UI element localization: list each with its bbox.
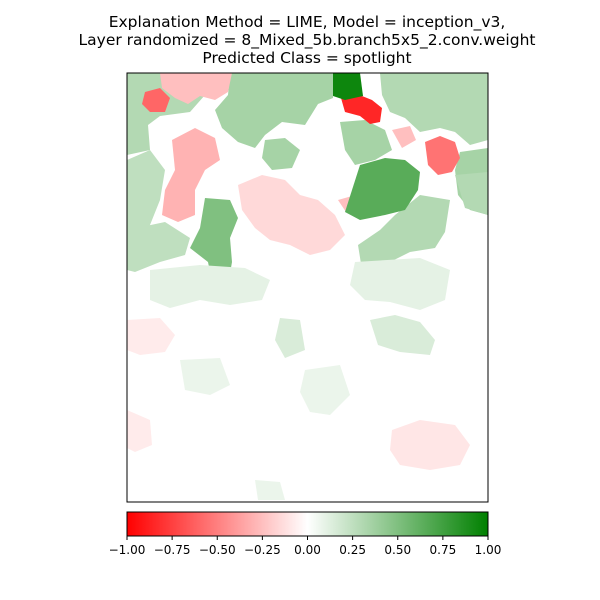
colorbar: −1.00 −0.75 −0.50 −0.25 0.00 0.25 0.50 0.75 1.00 (109, 511, 502, 557)
segment-top-center-strong-negative (341, 96, 382, 124)
colorbar-ticks: −1.00 −0.75 −0.50 −0.25 0.00 0.25 0.50 0.75 1.00 (109, 536, 502, 557)
colorbar-tick-label: 1.00 (475, 543, 502, 557)
segment-lower-left-faint-negative (127, 410, 152, 452)
segment-center-positive-small (275, 318, 305, 358)
colorbar-tick-label: −0.75 (154, 543, 191, 557)
segment-middle-faint-positive (150, 265, 270, 308)
segment-center-left-positive-column (190, 198, 238, 285)
segment-upper-mid-positive (340, 120, 392, 165)
segment-bottom-right-faint-negative (390, 420, 470, 470)
colorbar-tick-label: 0.25 (339, 543, 366, 557)
segment-bottom-center-faint-positive (255, 480, 285, 500)
segment-center-small-positive (262, 138, 300, 170)
segment-lower-faint-positive (300, 365, 350, 415)
colorbar-tick-label: −1.00 (109, 543, 146, 557)
colorbar-tick-label: −0.50 (199, 543, 236, 557)
segment-upper-right-positive (380, 73, 488, 145)
segment-center-light-negative (238, 175, 345, 255)
heatmap-plot-area (127, 73, 488, 502)
segment-middle-right-positive (358, 195, 450, 270)
chart-title-line-2: Layer randomized = 8_Mixed_5b.branch5x5_… (79, 31, 536, 50)
segment-small-negative-spot (392, 126, 416, 148)
chart-title-line-1: Explanation Method = LIME, Model = incep… (109, 13, 506, 32)
segment-lower-right-light-positive (370, 315, 435, 355)
segment-right-negative-blob (425, 136, 460, 175)
heatmap-frame (126, 72, 489, 503)
colorbar-tick-label: 0.75 (430, 543, 457, 557)
segment-center-positive-blob (345, 158, 420, 220)
segment-upper-center-positive (215, 73, 333, 148)
segment-left-edge-positive (127, 150, 165, 250)
segment-top-left-negative (142, 88, 170, 112)
colorbar-gradient (126, 511, 489, 537)
segment-top-center-strong-positive (333, 73, 363, 100)
segment-middle-faint-positive-2 (350, 258, 450, 310)
segment-left-lower-positive (127, 222, 190, 272)
colorbar-tick-label: 0.00 (294, 543, 321, 557)
colorbar-tick-label: 0.50 (384, 543, 411, 557)
segment-lower-left-faint-negative-2 (127, 318, 175, 355)
segment-left-negative-region (162, 128, 220, 222)
colorbar-tick-label: −0.25 (244, 543, 281, 557)
segment-top-left-light-negative (160, 73, 232, 104)
chart-title-line-3: Predicted Class = spotlight (202, 49, 411, 67)
segment-lower-faint-positive-2 (180, 358, 230, 395)
segment-far-right-light-positive (455, 172, 488, 215)
